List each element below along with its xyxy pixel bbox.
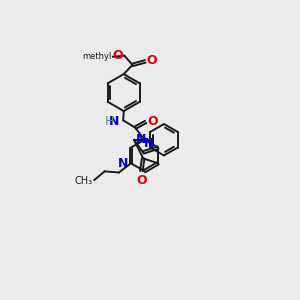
- Text: O: O: [147, 115, 158, 128]
- Text: O: O: [112, 49, 123, 62]
- Text: N: N: [136, 133, 146, 146]
- Text: O: O: [147, 54, 158, 68]
- Text: O: O: [136, 174, 147, 187]
- Text: N: N: [118, 157, 128, 170]
- Text: N: N: [144, 137, 154, 150]
- Text: methyl: methyl: [82, 52, 111, 61]
- Text: CH₃: CH₃: [74, 176, 92, 186]
- Text: N: N: [109, 115, 119, 128]
- Text: H: H: [105, 115, 114, 128]
